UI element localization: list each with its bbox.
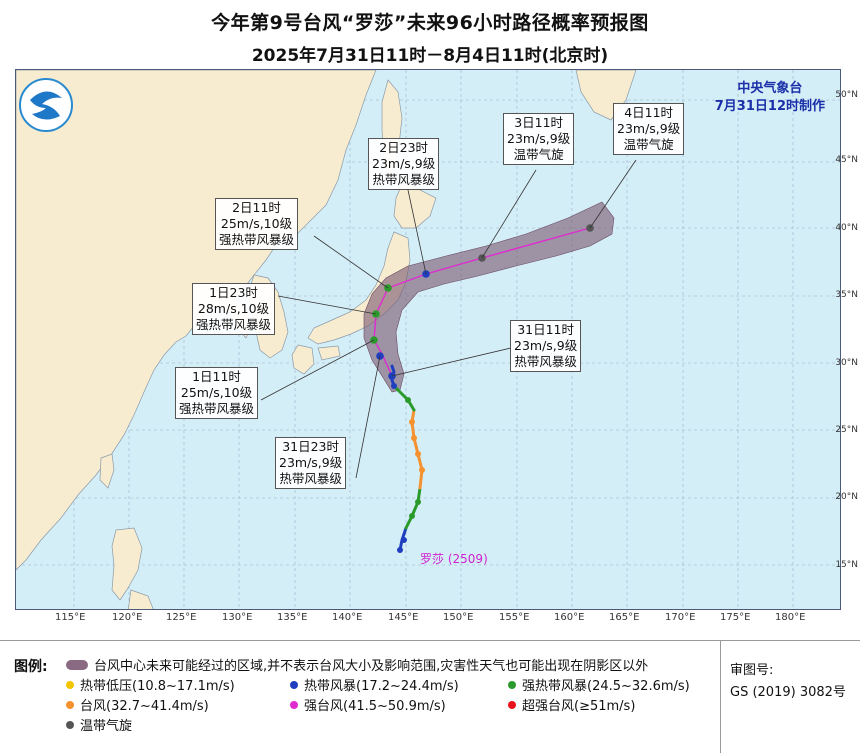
taiwan — [99, 453, 115, 489]
cma-logo — [19, 78, 73, 132]
callout-1-11: 1日11时 25m/s,10级 强热带风暴级 — [175, 367, 259, 419]
legend-dot-td — [66, 680, 74, 689]
agency-box: 中央气象台 7月31日12时制作 — [715, 80, 825, 116]
lon-label-170: 170°E — [665, 612, 696, 623]
callout-31-11: 31日11时 23m/s,9级 热带风暴级 — [510, 320, 582, 372]
title-block: 今年第9号台风“罗莎”未来96小时路径概率预报图 2025年7月31日11时－8… — [0, 0, 860, 68]
lat-label-45: 45°N — [835, 155, 858, 165]
legend-shade-swatch — [66, 659, 88, 670]
lon-label-135: 135°E — [277, 612, 308, 623]
lat-label-25: 25°N — [835, 425, 858, 435]
approval-label: 审图号: — [730, 663, 774, 678]
kamchatka — [575, 70, 637, 121]
legend-item-super-ty: 超强台风(≥51m/s) — [508, 695, 635, 714]
legend-item-ts: 热带风暴(17.2~24.4m/s) — [290, 675, 459, 694]
typhoon-name-label: 罗莎 (2509) — [420, 550, 488, 567]
lon-label-145: 145°E — [388, 612, 419, 623]
legend-item-td: 热带低压(10.8~17.1m/s) — [66, 675, 235, 694]
typhoon-name: 罗莎 — [420, 552, 445, 566]
legend-item-ty: 台风(32.7~41.4m/s) — [66, 695, 209, 714]
legend-title: 图例: — [14, 659, 48, 675]
callout-1-23: 1日23时 28m/s,10级 强热带风暴级 — [192, 283, 276, 335]
probability-cone — [363, 201, 615, 393]
forecast-track — [373, 227, 591, 377]
observed-track-points — [391, 383, 425, 553]
legend-dot-super-ty — [508, 700, 516, 709]
legend-dot-extratropical — [66, 720, 74, 729]
agency-issued: 7月31日12时制作 — [714, 99, 825, 114]
legend-dot-sty — [290, 700, 298, 709]
callout-3-11: 3日11时 23m/s,9级 温带气旋 — [503, 113, 575, 165]
lon-label-165: 165°E — [609, 612, 640, 623]
lon-label-180: 180°E — [775, 612, 806, 623]
legend-dot-ts — [290, 680, 298, 689]
legend-dot-sts — [508, 680, 516, 689]
lat-label-40: 40°N — [835, 223, 858, 233]
lon-label-115: 115°E — [55, 612, 86, 623]
approval-code: GS (2019) 3082号 — [730, 685, 846, 700]
legend-divider — [720, 640, 721, 753]
lat-label-20: 20°N — [835, 492, 858, 502]
legend-item-sts: 强热带风暴(24.5~32.6m/s) — [508, 675, 690, 694]
philippines — [111, 527, 143, 601]
lon-label-150: 150°E — [443, 612, 474, 623]
callout-31-23: 31日23时 23m/s,9级 热带风暴级 — [275, 437, 347, 489]
page-title: 今年第9号台风“罗莎”未来96小时路径概率预报图 — [211, 12, 649, 34]
legend-item-extratropical: 温带气旋 — [66, 715, 132, 734]
lon-label-120: 120°E — [112, 612, 143, 623]
callout-leaders — [260, 159, 637, 479]
legend: 图例: 台风中心未来可能经过的区域,并不表示台风大小及影响范围,灾害性天气也可能… — [0, 640, 860, 753]
page-subtitle: 2025年7月31日11时－8月4日11时(北京时) — [251, 46, 609, 66]
callout-4-11: 4日11时 23m/s,9级 温带气旋 — [613, 103, 685, 155]
kyushu — [291, 344, 315, 375]
callout-2-23: 2日23时 23m/s,9级 热带风暴级 — [368, 138, 440, 190]
lon-label-125: 125°E — [166, 612, 197, 623]
legend-item-sty: 强台风(41.5~50.9m/s) — [290, 695, 446, 714]
legend-shade: 台风中心未来可能经过的区域,并不表示台风大小及影响范围,灾害性天气也可能出现在阴… — [66, 655, 648, 674]
lat-label-15: 15°N — [835, 560, 858, 570]
typhoon-code: (2509) — [447, 552, 488, 566]
shikoku — [317, 345, 341, 361]
legend-dot-ty — [66, 700, 74, 709]
legend-shade-desc: 台风中心未来可能经过的区域,并不表示台风大小及影响范围,灾害性天气也可能出现在阴… — [94, 659, 649, 674]
agency-name: 中央气象台 — [737, 81, 803, 96]
lon-label-130: 130°E — [222, 612, 253, 623]
lat-label-35: 35°N — [835, 290, 858, 300]
callout-2-11: 2日11时 25m/s,10级 强热带风暴级 — [215, 198, 299, 250]
lat-label-50: 50°N — [835, 90, 858, 100]
lat-label-30: 30°N — [835, 358, 858, 368]
lon-label-155: 155°E — [499, 612, 530, 623]
approval-box: 审图号: GS (2019) 3082号 — [730, 660, 846, 704]
philippines-south — [127, 589, 154, 609]
lon-label-140: 140°E — [332, 612, 363, 623]
lon-label-160: 160°E — [554, 612, 585, 623]
lon-label-175: 175°E — [720, 612, 751, 623]
